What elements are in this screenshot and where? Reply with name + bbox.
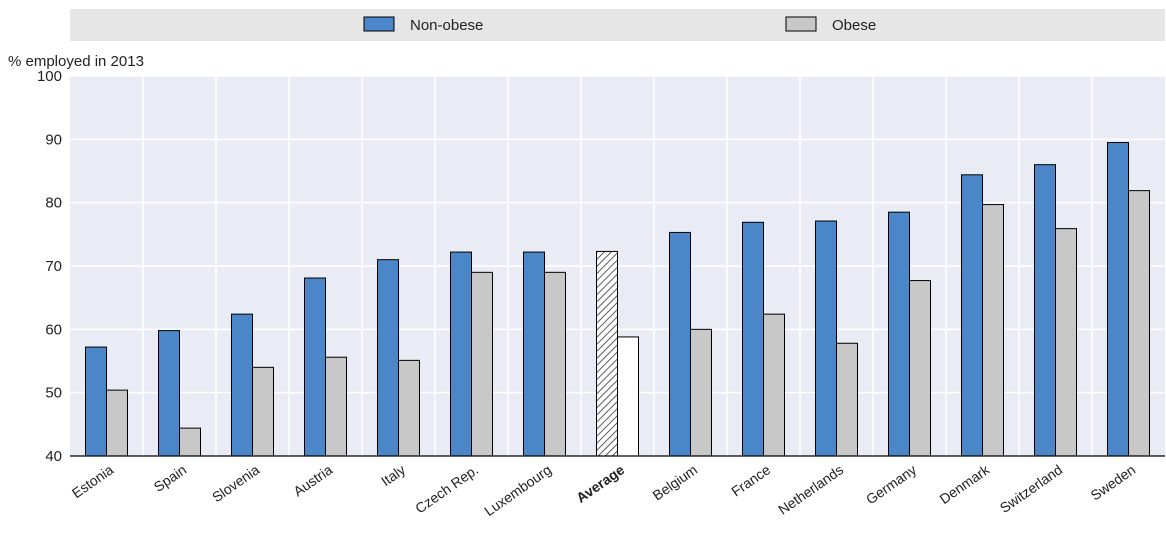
bar-non-obese xyxy=(815,220,837,457)
x-tick-label: Denmark xyxy=(937,461,994,507)
x-tick-label: Switzerland xyxy=(997,461,1065,516)
bar-non-obese xyxy=(158,330,180,457)
x-tick-label: Slovenia xyxy=(209,461,262,505)
bar-obese xyxy=(909,280,931,457)
bar-obese xyxy=(1128,190,1150,457)
y-tick-label: 50 xyxy=(45,385,62,402)
x-tick-label: Belgium xyxy=(650,461,701,503)
y-tick-label: 80 xyxy=(45,195,62,212)
y-axis-ticks: 40 50 60 70 80 90 100 xyxy=(37,68,62,465)
x-tick-label: Average xyxy=(573,461,627,506)
x-tick-label: Luxembourg xyxy=(481,461,554,519)
legend-swatch-non-obese xyxy=(363,16,395,32)
x-tick-label: Netherlands xyxy=(775,461,846,517)
bar-obese xyxy=(471,271,493,457)
legend-background xyxy=(70,9,1165,41)
bar-non-obese xyxy=(888,211,910,457)
bar-obese xyxy=(836,342,858,457)
x-axis-ticks: Estonia Spain Slovenia Austria Italy Czech Re… xyxy=(69,461,1138,519)
bar-obese xyxy=(1055,228,1077,457)
y-tick-label: 100 xyxy=(37,68,62,85)
bar-non-obese xyxy=(1034,164,1056,457)
legend-label-obese: Obese xyxy=(832,17,876,34)
bar-non-obese xyxy=(961,174,983,457)
x-tick-label: Czech Rep. xyxy=(412,461,481,516)
bar-obese xyxy=(982,204,1004,457)
x-tick-label: Italy xyxy=(378,461,408,489)
bar-obese xyxy=(252,366,274,457)
y-tick-label: 60 xyxy=(45,321,62,338)
bars xyxy=(85,142,1150,457)
x-tick-label: Germany xyxy=(863,461,919,507)
x-tick-label: Spain xyxy=(151,461,190,495)
bar-non-obese xyxy=(596,250,618,457)
bar-obese xyxy=(398,359,420,457)
bar-non-obese xyxy=(304,277,326,457)
legend-swatch-obese xyxy=(785,16,817,32)
bar-obese xyxy=(325,356,347,457)
bar-non-obese xyxy=(742,221,764,457)
bar-non-obese xyxy=(669,231,691,457)
bar-non-obese xyxy=(231,313,253,457)
bar-obese xyxy=(763,313,785,457)
bar-non-obese xyxy=(377,259,399,457)
y-tick-label: 70 xyxy=(45,258,62,275)
x-tick-label: Austria xyxy=(290,461,335,499)
bar-non-obese xyxy=(523,251,545,457)
bar-non-obese xyxy=(1107,142,1129,457)
bar-obese xyxy=(106,389,128,457)
y-tick-label: 40 xyxy=(45,448,62,465)
x-tick-label: Sweden xyxy=(1088,461,1139,503)
y-axis-title: % employed in 2013 xyxy=(8,53,144,70)
bar-obese xyxy=(179,427,201,457)
x-tick-label: Estonia xyxy=(69,461,117,501)
bar-obese xyxy=(617,336,639,457)
x-tick-label: France xyxy=(728,461,773,499)
bar-non-obese xyxy=(450,251,472,457)
legend-label-non-obese: Non-obese xyxy=(410,17,483,34)
bar-obese xyxy=(690,328,712,457)
y-tick-label: 90 xyxy=(45,131,62,148)
bar-non-obese xyxy=(85,346,107,457)
bar-obese xyxy=(544,271,566,457)
